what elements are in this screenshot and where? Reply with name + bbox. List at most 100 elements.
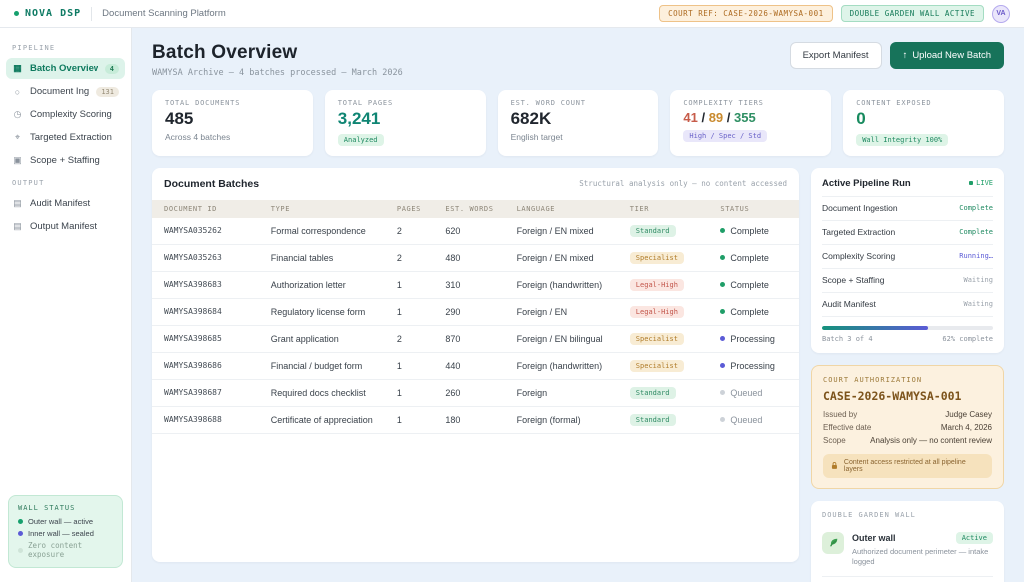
status-dot-icon [720,336,726,342]
sidebar-item-label: Audit Manifest [30,198,91,209]
pipeline-step-status: Waiting [963,300,993,309]
wall-description: Authorized document perimeter — intake l… [852,546,989,566]
cell-status: Complete [708,226,799,236]
stat-label: CONTENT EXPOSED [856,99,932,107]
cell-language: Foreign (handwritten) [516,360,603,371]
table-row[interactable]: WAMYSA398684 Regulatory license form 1 2… [152,299,799,326]
leaf-icon [829,538,837,547]
double-garden-wall-panel: DOUBLE GARDEN WALL Outer wall Active [811,500,1004,582]
stat-total-pages: TOTAL PAGES 3,241 Analyzed [324,90,486,156]
batch-progress-bar [822,325,993,330]
stat-total-documents: TOTAL DOCUMENTS 485 Across 4 batches [152,90,313,156]
pipeline-step-name: Document Ingestion [822,203,898,214]
cell-language: Foreign / EN bilingual [516,333,603,344]
upload-button-label: Upload New Batch [912,50,991,61]
pipeline-step-status: Waiting [963,276,993,285]
table-row[interactable]: WAMYSA398686 Financial / budget form 1 4… [152,353,799,380]
upload-new-batch-button[interactable]: ↑ Upload New Batch [889,42,1004,69]
sidebar-section-pipeline: PIPELINE [12,44,56,52]
active-pipeline-panel: Active Pipeline Run LIVE Document Ingest… [811,167,1004,353]
stat-label: EST. WORD COUNT [510,99,586,107]
table-header-row: DOCUMENT ID TYPE PAGES EST. WORDS LANGUA… [152,199,799,218]
pipeline-step-status: Running… [959,252,993,261]
table-row[interactable]: WAMYSA398688 Certificate of appreciation… [152,407,799,434]
sidebar-item[interactable]: ⌖ Targeted Extraction [6,127,125,148]
pipeline-step: Document Ingestion Complete [822,197,993,221]
sidebar-item[interactable]: ▤ Audit Manifest [6,193,125,214]
status-label: Processing [730,333,775,344]
cell-pages: 1 [396,360,402,371]
cell-tier: Standard [618,413,709,426]
pipeline-step: Targeted Extraction Complete [822,221,993,245]
cell-language: Foreign / EN mixed [516,225,594,236]
cell-status: Complete [708,253,799,263]
product-name: Document Scanning Platform [102,8,226,19]
table-row[interactable]: WAMYSA398687 Required docs checklist 1 2… [152,380,799,407]
cell-est-words: 440 [445,360,461,371]
stat-word-count: EST. WORD COUNT 682K English target [497,90,659,156]
wall-status-item: Zero content exposure [18,541,113,559]
tier-counts: 41 / 89 / 355 [683,110,756,125]
status-label: Queued [730,414,763,425]
stat-label: TOTAL PAGES [337,99,393,107]
sidebar-item[interactable]: ▣ Scope + Staffing [6,150,125,171]
cell-language: Foreign / EN mixed [516,252,594,263]
cell-est-words: 620 [445,225,461,236]
batch-progress-label: Batch 3 of 4 [822,334,873,343]
pipeline-panel-title: Active Pipeline Run [822,177,911,189]
cell-status: Queued [708,388,799,398]
court-field-key: Scope [823,435,846,445]
cell-language: Foreign [516,387,548,398]
table-title: Document Batches [164,177,260,190]
sidebar-item[interactable]: ○ Document Ingestion 131 [6,81,125,102]
sidebar-item[interactable]: ▤ Output Manifest [6,216,125,237]
stat-value: 3,241 [337,109,381,128]
right-column: Active Pipeline Run LIVE Document Ingest… [811,167,1004,582]
sidebar-item[interactable]: ◷ Complexity Scoring [6,104,125,125]
col-status: STATUS [720,204,750,213]
court-case-id: CASE-2026-WAMYSA-001 [823,388,962,403]
court-field-key: Effective date [823,422,872,432]
document-batches-card: Document Batches Structural analysis onl… [152,167,799,562]
export-manifest-button[interactable]: Export Manifest [789,42,882,69]
table-row[interactable]: WAMYSA398683 Authorization letter 1 310 … [152,272,799,299]
cell-est-words: 180 [445,414,461,425]
wall-status-panel: WALL STATUS Outer wall — active Inner wa… [8,495,123,568]
table-row[interactable]: WAMYSA398685 Grant application 2 870 For… [152,326,799,353]
sidebar-item[interactable]: ▦ Batch Overview 4 [6,58,125,79]
brand-dot-icon [14,11,19,16]
court-field-row: Effective date March 4, 2026 [823,423,992,432]
cell-language: Foreign (handwritten) [516,279,603,290]
sidebar-item-icon: ◷ [13,109,22,119]
status-dot-icon [720,390,726,396]
cell-document-id: WAMYSA398687 [164,388,222,398]
sidebar-item-badge: 4 [104,63,119,74]
tier-pill: Specialist [629,332,684,345]
sidebar-item-label: Batch Overview [30,63,98,74]
status-dot-icon [720,255,726,261]
user-avatar[interactable]: VA [992,4,1010,23]
brand-logo[interactable]: NOVA DSP [14,8,81,19]
cell-document-id: WAMYSA398685 [164,334,222,344]
cell-type: Authorization letter [270,279,346,290]
wall-icon [822,531,844,554]
cell-tier: Standard [618,386,709,399]
cell-document-id: WAMYSA398686 [164,361,222,371]
upload-arrow-icon: ↑ [902,50,908,61]
cell-document-id: WAMYSA035262 [164,226,222,236]
batch-progress-fill [822,325,929,330]
status-label: Complete [730,306,769,317]
tier-pill: Specialist [629,251,684,264]
wall-status-text: Outer wall — active [28,517,94,526]
batch-percent-label: 62% complete [942,334,993,343]
table-row[interactable]: WAMYSA035262 Formal correspondence 2 620… [152,218,799,245]
stat-complexity-tiers: COMPLEXITY TIERS 41 / 89 / 355 High / Sp… [670,90,832,156]
cell-pages: 2 [396,252,402,263]
sidebar-section-output: OUTPUT [12,179,45,187]
table-row[interactable]: WAMYSA035263 Financial tables 2 480 Fore… [152,245,799,272]
sidebar-item-label: Output Manifest [30,221,98,232]
status-label: Complete [730,225,769,236]
cell-status: Queued [708,415,799,425]
cell-est-words: 290 [445,306,461,317]
wall-status-item: Outer wall — active [18,517,113,526]
